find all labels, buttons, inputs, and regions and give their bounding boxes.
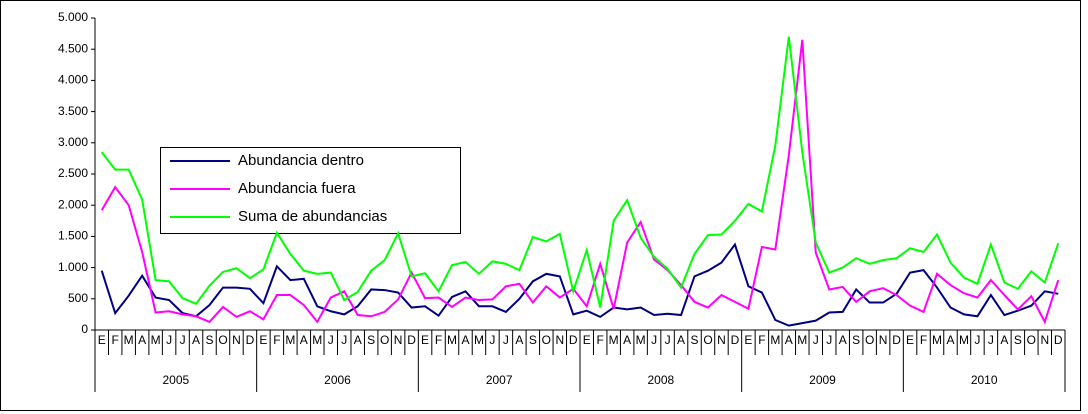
x-tick-label: F [273, 333, 280, 347]
year-label: 2005 [162, 373, 189, 387]
x-tick-label: E [98, 333, 106, 347]
x-tick-label: J [328, 333, 334, 347]
x-tick-label: N [1040, 333, 1049, 347]
x-tick-label: F [920, 333, 927, 347]
x-tick-label: N [879, 333, 888, 347]
x-tick-label: A [192, 333, 200, 347]
x-tick-label: A [839, 333, 847, 347]
x-tick-label: E [744, 333, 752, 347]
x-tick-label: A [138, 333, 146, 347]
y-tick-label: 5.000 [58, 10, 88, 24]
x-tick-label: M [312, 333, 322, 347]
x-tick-label: O [542, 333, 551, 347]
x-tick-label: D [1054, 333, 1063, 347]
x-tick-label: A [300, 333, 308, 347]
x-tick-label: M [959, 333, 969, 347]
x-tick-label: J [180, 333, 186, 347]
y-tick-label: 1.500 [58, 229, 88, 243]
legend-label: Abundancia fuera [238, 180, 356, 197]
y-tick-label: 4.000 [58, 73, 88, 87]
x-tick-label: M [285, 333, 295, 347]
legend-label: Suma de abundancias [238, 208, 387, 225]
x-tick-label: O [703, 333, 712, 347]
x-tick-label: A [354, 333, 362, 347]
x-tick-label: J [166, 333, 172, 347]
x-tick-label: S [1014, 333, 1022, 347]
y-tick-label: 1.000 [58, 260, 88, 274]
year-label: 2007 [486, 373, 513, 387]
x-tick-label: J [665, 333, 671, 347]
x-tick-label: S [367, 333, 375, 347]
x-tick-label: J [974, 333, 980, 347]
x-tick-label: M [151, 333, 161, 347]
x-tick-label: E [259, 333, 267, 347]
x-tick-label: A [785, 333, 793, 347]
x-tick-label: O [380, 333, 389, 347]
x-tick-label: S [529, 333, 537, 347]
x-tick-label: M [797, 333, 807, 347]
y-tick-label: 2.000 [58, 197, 88, 211]
x-tick-label: M [636, 333, 646, 347]
x-tick-label: J [503, 333, 509, 347]
x-tick-label: D [407, 333, 416, 347]
year-label: 2008 [647, 373, 674, 387]
x-tick-label: N [394, 333, 403, 347]
y-tick-label: 0 [81, 322, 88, 336]
x-tick-label: A [677, 333, 685, 347]
x-tick-label: M [609, 333, 619, 347]
y-tick-label: 4.500 [58, 41, 88, 55]
y-tick-label: 3.000 [58, 135, 88, 149]
x-tick-label: O [218, 333, 227, 347]
x-tick-label: M [770, 333, 780, 347]
series-line [100, 39, 1060, 325]
x-tick-label: O [865, 333, 874, 347]
year-label: 2006 [324, 373, 351, 387]
x-tick-label: E [906, 333, 914, 347]
x-tick-label: S [852, 333, 860, 347]
x-tick-label: E [421, 333, 429, 347]
x-tick-label: F [758, 333, 765, 347]
x-tick-label: D [892, 333, 901, 347]
x-tick-label: J [988, 333, 994, 347]
year-label: 2010 [971, 373, 998, 387]
series-line [100, 36, 1060, 308]
x-tick-label: M [932, 333, 942, 347]
x-tick-label: A [946, 333, 954, 347]
x-tick-label: A [1000, 333, 1008, 347]
x-tick-label: D [731, 333, 740, 347]
x-tick-label: M [474, 333, 484, 347]
x-tick-label: J [651, 333, 657, 347]
x-tick-label: A [461, 333, 469, 347]
x-tick-label: S [691, 333, 699, 347]
legend-label: Abundancia dentro [238, 152, 364, 169]
x-tick-label: J [341, 333, 347, 347]
x-tick-label: E [583, 333, 591, 347]
x-tick-label: D [246, 333, 255, 347]
x-tick-label: N [717, 333, 726, 347]
x-tick-label: A [623, 333, 631, 347]
y-tick-label: 3.500 [58, 104, 88, 118]
x-tick-label: F [597, 333, 604, 347]
x-tick-label: M [447, 333, 457, 347]
y-tick-label: 500 [68, 291, 88, 305]
x-tick-label: M [124, 333, 134, 347]
x-tick-label: N [232, 333, 241, 347]
year-label: 2009 [809, 373, 836, 387]
series-line [100, 242, 1059, 327]
x-tick-label: S [206, 333, 214, 347]
x-tick-label: D [569, 333, 578, 347]
x-tick-label: A [515, 333, 523, 347]
x-tick-label: J [489, 333, 495, 347]
x-tick-label: J [826, 333, 832, 347]
x-tick-label: N [555, 333, 564, 347]
y-tick-label: 2.500 [58, 166, 88, 180]
x-tick-label: O [1027, 333, 1036, 347]
x-tick-label: F [435, 333, 442, 347]
x-tick-label: F [112, 333, 119, 347]
x-tick-label: J [813, 333, 819, 347]
